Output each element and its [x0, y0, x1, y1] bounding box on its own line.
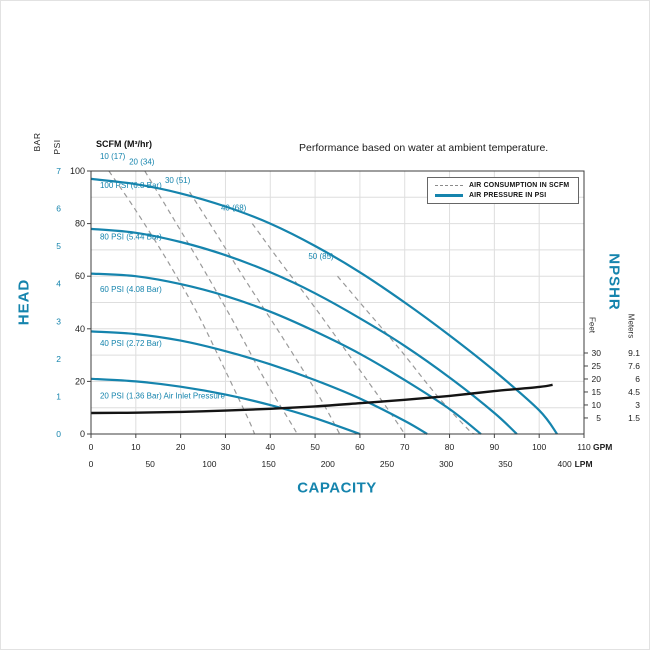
bar-tick-label: 4 — [56, 279, 61, 289]
scfm-header-label: SCFM (M³/hr) — [96, 139, 152, 149]
air-pressure-curve — [90, 330, 428, 435]
bar-tick-label: 2 — [56, 354, 61, 364]
meters-tick-label: 9.1 — [628, 348, 640, 358]
gpm-tick-label: 110 — [577, 442, 591, 452]
chart-title: Performance based on water at ambient te… — [299, 142, 549, 154]
psi-tick-label: 80 — [75, 219, 85, 229]
y-axis-unit-psi: PSI — [52, 139, 62, 155]
air-consumption-curve — [251, 223, 406, 435]
lpm-tick-label: 300 — [439, 459, 453, 469]
gpm-tick-label: 80 — [445, 442, 455, 452]
dashed-line-sample-icon — [435, 185, 463, 186]
y-axis-unit-bar: BAR — [32, 132, 42, 152]
lpm-tick-label: 200 — [321, 459, 335, 469]
air-pressure-curve — [90, 177, 558, 435]
feet-tick-label: 20 — [592, 374, 602, 384]
psi-tick-label: 40 — [75, 324, 85, 334]
right-axis-unit-meters: Meters — [626, 313, 636, 339]
air-consumption-curve-label: 50 (85) — [308, 252, 334, 261]
gpm-tick-label: 0 — [89, 442, 94, 452]
lpm-tick-label: 0 — [89, 459, 94, 469]
air-pressure-curve — [90, 227, 518, 435]
y-axis-label-npshr: NPSHR — [605, 253, 623, 311]
lpm-tick-label: 350 — [498, 459, 512, 469]
lpm-tick-label: 400 — [557, 459, 571, 469]
air-consumption-curve-label: 10 (17) — [100, 152, 126, 161]
bar-tick-label: 1 — [56, 391, 61, 401]
y-axis-label-head: HEAD — [15, 278, 33, 326]
gpm-tick-label: 30 — [221, 442, 231, 452]
gpm-unit-label: GPM — [593, 442, 612, 452]
legend-item-air-consumption: AIR CONSUMPTION IN SCFM — [435, 182, 571, 189]
air-consumption-curve-label: 40 (68) — [221, 203, 247, 212]
meters-tick-label: 6 — [635, 374, 640, 384]
gpm-tick-label: 70 — [400, 442, 410, 452]
feet-tick-label: 5 — [596, 413, 601, 423]
air-pressure-curve — [90, 377, 361, 436]
air-consumption-curve-label: 20 (34) — [129, 157, 155, 166]
gpm-tick-label: 60 — [355, 442, 365, 452]
bar-tick-label: 5 — [56, 241, 61, 251]
feet-tick-label: 15 — [592, 387, 602, 397]
lpm-tick-label: 150 — [262, 459, 276, 469]
psi-tick-label: 100 — [70, 166, 85, 176]
feet-tick-label: 25 — [592, 361, 602, 371]
meters-tick-label: 7.6 — [628, 361, 640, 371]
gpm-tick-label: 20 — [176, 442, 186, 452]
gpm-tick-label: 100 — [532, 442, 546, 452]
npshr-curve — [90, 383, 553, 415]
legend-item-air-pressure: AIR PRESSURE IN PSI — [435, 192, 571, 199]
legend-label-air-pressure: AIR PRESSURE IN PSI — [469, 192, 547, 199]
bar-tick-label: 3 — [56, 316, 61, 326]
legend: AIR CONSUMPTION IN SCFM AIR PRESSURE IN … — [427, 177, 579, 204]
lpm-tick-label: 100 — [202, 459, 216, 469]
air-pressure-curve — [90, 272, 482, 435]
air-pressure-curve-label: 40 PSI (2.72 Bar) — [100, 339, 162, 348]
x-axis-label-capacity: CAPACITY — [297, 479, 377, 497]
air-pressure-curve-label: 60 PSI (4.08 Bar) — [100, 285, 162, 294]
air-consumption-curve-label: 30 (51) — [165, 176, 191, 185]
bar-tick-label: 0 — [56, 429, 61, 439]
air-consumption-curve — [189, 191, 341, 435]
air-pressure-curve-label: 20 PSI (1.36 Bar) Air Inlet Pressure — [100, 391, 225, 400]
psi-tick-label: 20 — [75, 376, 85, 386]
psi-tick-label: 60 — [75, 271, 85, 281]
meters-tick-label: 1.5 — [628, 413, 640, 423]
air-consumption-curve — [337, 275, 475, 435]
psi-tick-label: 0 — [80, 429, 85, 439]
lpm-unit-label: LPM — [575, 459, 593, 469]
feet-tick-label: 30 — [592, 348, 602, 358]
right-axis-unit-feet: Feet — [587, 316, 597, 334]
air-consumption-curve — [108, 170, 256, 435]
lpm-tick-label: 250 — [380, 459, 394, 469]
meters-tick-label: 4.5 — [628, 387, 640, 397]
gpm-tick-label: 50 — [310, 442, 320, 452]
solid-line-sample-icon — [435, 194, 463, 197]
gpm-tick-label: 10 — [131, 442, 141, 452]
legend-label-air-consumption: AIR CONSUMPTION IN SCFM — [469, 182, 570, 189]
meters-tick-label: 3 — [635, 400, 640, 410]
bar-tick-label: 7 — [56, 166, 61, 176]
feet-tick-label: 10 — [592, 400, 602, 410]
gpm-tick-label: 90 — [490, 442, 500, 452]
lpm-tick-label: 50 — [145, 459, 155, 469]
air-pressure-curve-label: 100 PSI (6.8 Bar) — [100, 181, 162, 190]
gpm-tick-label: 40 — [266, 442, 276, 452]
plot-border — [90, 170, 585, 435]
air-pressure-curve-label: 80 PSI (5.44 Bar) — [100, 232, 162, 241]
bar-tick-label: 6 — [56, 204, 61, 214]
